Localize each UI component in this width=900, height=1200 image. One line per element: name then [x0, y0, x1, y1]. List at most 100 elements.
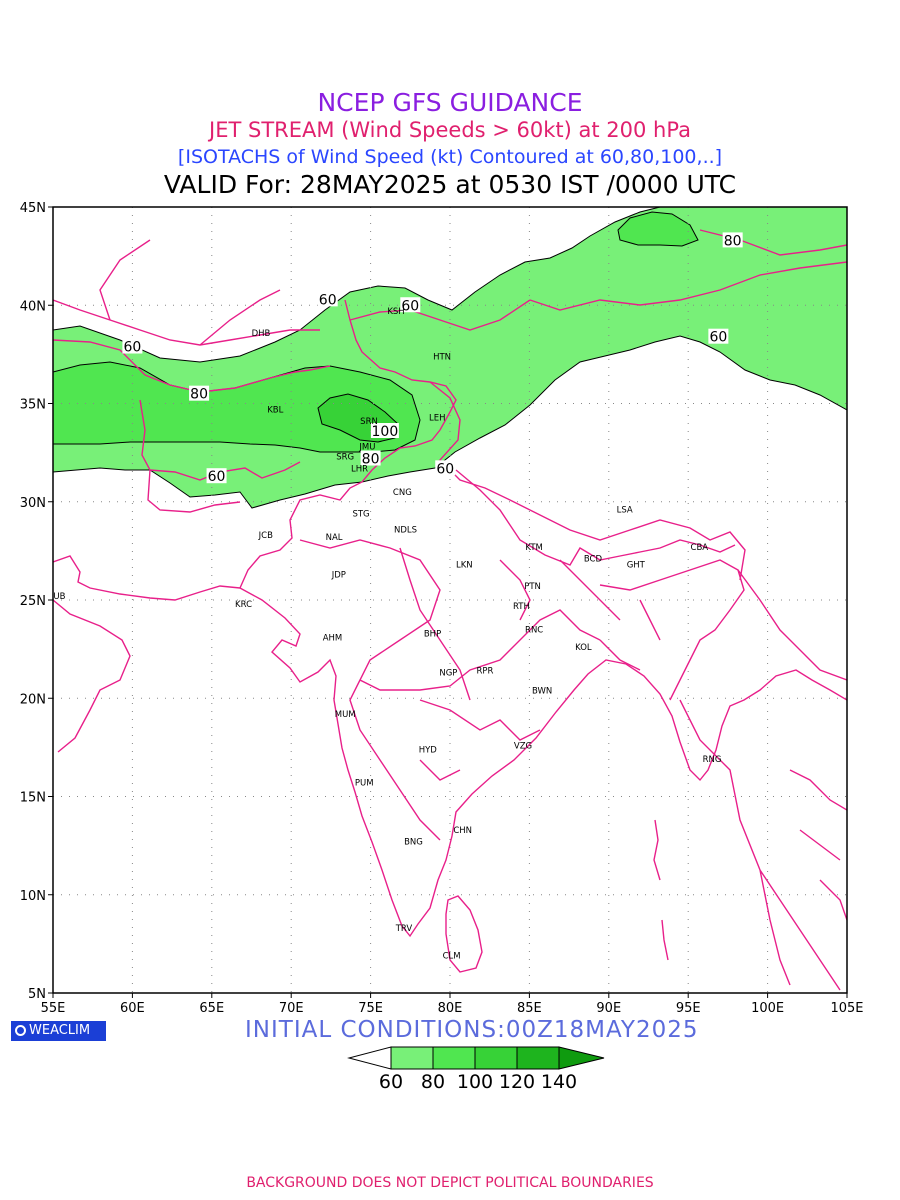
- contour-label: 80: [190, 387, 208, 403]
- station-label: CHN: [453, 826, 472, 836]
- contour-label: 100: [372, 424, 399, 440]
- station-label: BHP: [424, 629, 441, 639]
- coastlines-boundaries: [53, 229, 847, 991]
- initial-conditions: INITIAL CONDITIONS:00Z18MAY2025: [245, 1017, 699, 1043]
- station-label: TRV: [395, 924, 413, 934]
- lon-tick-label: 90E: [596, 1001, 621, 1016]
- northwest-boundary: [53, 555, 241, 753]
- station-label: AHM: [323, 633, 343, 643]
- station-label: PUM: [355, 779, 374, 789]
- lon-tick-label: 70E: [279, 1001, 304, 1016]
- station-label: GHT: [627, 561, 646, 571]
- iran-boundary: [53, 339, 241, 513]
- station-label: LSA: [617, 506, 633, 516]
- axis-ticks: 55E 60E 65E 70E 75E 80E 85E 90E 95E 100E 105E 45N 40…: [20, 201, 864, 1016]
- station-label: DHB: [252, 329, 271, 339]
- station-label: LKN: [456, 561, 473, 571]
- contour-label-bg: [435, 460, 456, 476]
- station-label: RNG: [703, 755, 722, 765]
- contour-label: 60: [208, 469, 226, 485]
- station-label: BNG: [404, 838, 423, 848]
- station-label: RNC: [525, 625, 543, 635]
- station-label: KBL: [267, 405, 283, 415]
- lat-tick-label: 20N: [20, 692, 46, 707]
- colorbar-segment: [474, 1046, 518, 1070]
- title-valid-time: VALID For: 28MAY2025 at 0530 IST /0000 U…: [163, 170, 737, 199]
- andaman-islands: [653, 819, 669, 961]
- station-label: RTH: [513, 602, 530, 612]
- colorbar-segment: [516, 1046, 560, 1070]
- sri-lanka-coastline: [445, 895, 483, 973]
- lat-tick-label: 15N: [20, 791, 46, 806]
- station-label: RPR: [476, 667, 493, 677]
- station-label: SRG: [336, 453, 354, 463]
- lat-tick-label: 30N: [20, 496, 46, 511]
- station-label: CBA: [691, 543, 709, 553]
- station-label: LHR: [351, 464, 368, 474]
- footer-disclaimer: BACKGROUND DOES NOT DEPICT POLITICAL BOU…: [246, 1175, 654, 1191]
- station-label: NDLS: [394, 525, 417, 535]
- myanmar-boundary: [679, 569, 847, 991]
- station-label: NGP: [439, 669, 457, 679]
- station-label: BWN: [532, 686, 552, 696]
- southeast-asia-coast: [789, 769, 847, 921]
- title-field: JET STREAM (Wind Speeds > 60kt) at 200 h…: [209, 118, 691, 142]
- lon-tick-label: 55E: [41, 1001, 66, 1016]
- contour-label-bg: [122, 338, 143, 354]
- station-label: HTN: [433, 352, 451, 362]
- colorbar: 60 80 100 120 140: [347, 1046, 605, 1093]
- lon-tick-label: 105E: [830, 1001, 863, 1016]
- lat-tick-label: 5N: [28, 987, 46, 1002]
- lon-tick-label: 65E: [199, 1001, 224, 1016]
- central-asia-boundary: [53, 239, 320, 346]
- station-label: KSH: [387, 307, 404, 317]
- lat-tick-label: 40N: [20, 299, 46, 314]
- colorbar-segment: [432, 1046, 476, 1070]
- lon-tick-label: 95E: [676, 1001, 701, 1016]
- station-label: SRN: [360, 417, 378, 427]
- isotach-80-band-northeast: [618, 212, 698, 246]
- station-label: MUM: [335, 710, 356, 720]
- title-contours: [ISOTACHS of Wind Speed (kt) Contoured a…: [177, 146, 723, 168]
- station-label: HYD: [419, 745, 438, 755]
- map-plot-area: 60 80 80 60 60 60 80 60 100 80 60 KSH DHB HTN KBL LEH S…: [11, 207, 847, 993]
- station-label: CLM: [443, 952, 461, 962]
- colorbar-label: 60: [379, 1071, 403, 1093]
- colorbar-label: 80: [421, 1071, 445, 1093]
- station-label: KTM: [525, 543, 542, 553]
- logo-circle-icon: [15, 1025, 26, 1036]
- contour-label: 60: [319, 292, 337, 308]
- india-coastline: [239, 587, 847, 938]
- station-label: JCB: [258, 531, 273, 541]
- contour-label: 80: [362, 452, 380, 468]
- contour-label-bg: [370, 423, 399, 439]
- contour-label: 60: [401, 298, 419, 314]
- lat-tick-label: 45N: [20, 201, 46, 216]
- station-label: JDP: [331, 570, 346, 580]
- contour-label-bg: [708, 328, 729, 344]
- contour-label-bg: [206, 468, 227, 484]
- contour-label-bg: [317, 291, 338, 307]
- contour-label: 80: [724, 233, 742, 249]
- china-boundary: [349, 299, 746, 581]
- india-states: [299, 539, 641, 841]
- lat-tick-label: 10N: [20, 889, 46, 904]
- weaclim-logo: WEACLIM: [11, 1021, 106, 1041]
- lon-tick-label: 75E: [358, 1001, 383, 1016]
- station-label: CNG: [393, 488, 412, 498]
- contour-label-bg: [400, 297, 421, 313]
- nepal-bhutan-boundary: [455, 469, 736, 566]
- northeast-india: [599, 559, 745, 701]
- contour-label: 60: [123, 340, 141, 356]
- contour-label-bg: [11, 435, 31, 450]
- afghanistan-boundary: [139, 365, 331, 481]
- contour-label: 60: [709, 330, 727, 346]
- colorbar-label: 100: [457, 1071, 493, 1093]
- lon-tick-label: 80E: [438, 1001, 463, 1016]
- contour-label: 80: [12, 436, 30, 452]
- lon-tick-label: 60E: [120, 1001, 145, 1016]
- logo-text: WEACLIM: [29, 1023, 91, 1038]
- station-label: PTN: [524, 582, 541, 592]
